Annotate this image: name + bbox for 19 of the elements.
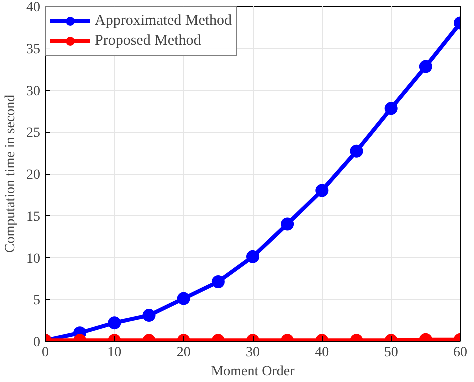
y-tick-label: 30 bbox=[26, 84, 40, 100]
y-tick-label: 20 bbox=[26, 168, 40, 183]
y-axis-title: Computation time in second bbox=[4, 94, 18, 254]
y-tick-label: 25 bbox=[26, 126, 40, 142]
x-axis-title: Moment Order bbox=[211, 364, 296, 380]
y-tick-label: 5 bbox=[34, 294, 40, 309]
x-tick-label: 30 bbox=[246, 346, 260, 360]
x-tick-label: 60 bbox=[454, 346, 468, 360]
legend-label: Proposed Method bbox=[95, 32, 202, 50]
y-tick-label: 35 bbox=[26, 42, 40, 58]
y-tick-label: 0 bbox=[34, 336, 40, 350]
x-tick-label: 40 bbox=[315, 346, 330, 360]
x-tick-label: 10 bbox=[108, 346, 122, 360]
y-tick-label: 15 bbox=[26, 210, 40, 225]
y-tick-label: 40 bbox=[26, 0, 40, 16]
legend-label: Approximated Method bbox=[95, 12, 232, 30]
x-tick-label: 50 bbox=[384, 346, 398, 360]
x-tick-label: 20 bbox=[176, 346, 191, 360]
y-tick-label: 10 bbox=[26, 252, 40, 267]
